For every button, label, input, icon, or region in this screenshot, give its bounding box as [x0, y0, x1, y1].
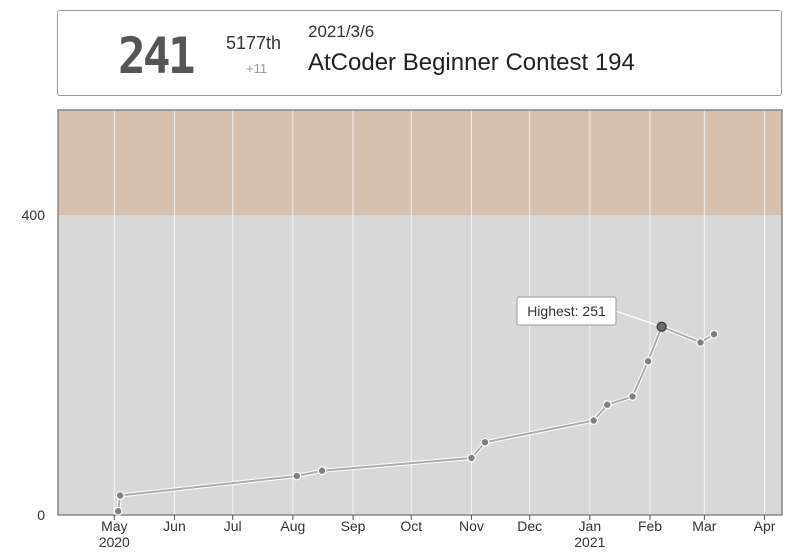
x-tick-label-jun: Jun	[163, 518, 186, 534]
rating-point-2021-01-31[interactable]	[643, 356, 653, 366]
x-tick-label-sep: Sep	[341, 518, 366, 534]
rating-point-2021-01-10[interactable]	[602, 400, 612, 410]
rating-point-2020-11-08[interactable]	[480, 437, 490, 447]
y-tick-label-0: 0	[37, 507, 45, 523]
rating-point-2021-01-23[interactable]	[628, 392, 637, 401]
rating-band-0	[58, 215, 782, 515]
x-tick-label-mar: Mar	[692, 518, 716, 534]
contest-date: 2021/3/6	[308, 22, 375, 41]
rating-point-2020-08-16[interactable]	[317, 466, 327, 476]
x-tick-label-oct: Oct	[400, 518, 422, 534]
highest-annotation-box	[516, 296, 617, 326]
x-tick-label-dec: Dec	[517, 518, 542, 534]
x-tick-label-jul: Jul	[224, 518, 242, 534]
x-tick-label-jan: Jan	[579, 518, 602, 534]
current-rating: 241	[118, 27, 196, 85]
x-year-label-2021: 2021	[574, 534, 605, 550]
y-tick-label-400: 400	[22, 207, 46, 223]
rating-point-2020-08-03[interactable]	[292, 471, 302, 481]
highest-connector	[615, 310, 662, 328]
x-tick-label-feb: Feb	[638, 518, 662, 534]
contest-rank: 5177th	[226, 33, 282, 53]
rating-point-2021-02-27[interactable]	[696, 338, 705, 347]
contest-name[interactable]: AtCoder Beginner Contest 194	[308, 49, 635, 76]
rating-delta: +11	[246, 61, 268, 76]
plot-frame	[57, 109, 783, 516]
highest-annotation-label: Highest: 251	[527, 303, 606, 319]
rating-band-1	[58, 110, 782, 215]
x-tick-label-apr: Apr	[754, 518, 776, 534]
rating-point-2021-02-07[interactable]	[656, 321, 667, 332]
rating-point-2020-11-01[interactable]	[467, 453, 476, 463]
x-year-label-2020: 2020	[99, 534, 130, 550]
x-tick-label-aug: Aug	[280, 518, 305, 534]
rating-point-2021-01-03[interactable]	[589, 416, 599, 425]
x-tick-label-may: May	[101, 518, 127, 534]
x-tick-label-nov: Nov	[459, 518, 484, 534]
rating-point-2021-03-06[interactable]	[709, 329, 719, 339]
rating-point-2020-05-04[interactable]	[115, 491, 125, 500]
contest-info-panel: 241 5177th +11 2021/3/6 AtCoder Beginner…	[57, 10, 782, 96]
rating-point-2020-05-03[interactable]	[113, 506, 123, 516]
